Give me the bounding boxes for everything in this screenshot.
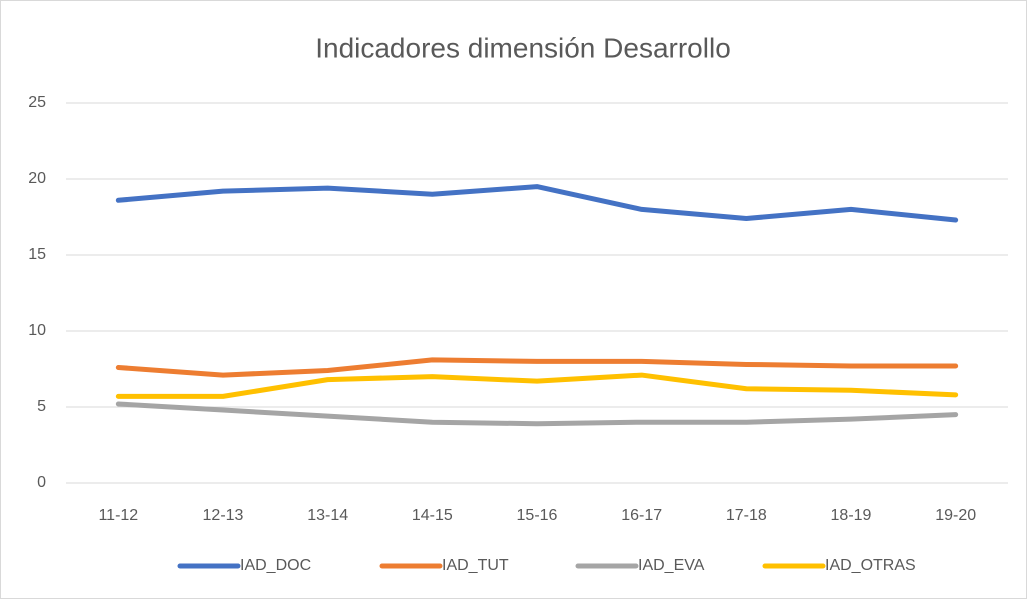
x-tick-label: 14-15 bbox=[412, 507, 453, 524]
x-tick-label: 13-14 bbox=[307, 507, 348, 524]
x-tick-label: 15-16 bbox=[517, 507, 558, 524]
x-tick-label: 19-20 bbox=[935, 507, 976, 524]
x-tick-label: 18-19 bbox=[831, 507, 872, 524]
x-tick-label: 17-18 bbox=[726, 507, 767, 524]
y-tick-label: 20 bbox=[28, 170, 46, 187]
x-tick-label: 11-12 bbox=[98, 507, 138, 524]
x-tick-label: 16-17 bbox=[621, 507, 662, 524]
y-tick-label: 0 bbox=[37, 474, 46, 491]
series-line bbox=[115, 401, 959, 427]
y-tick-label: 5 bbox=[37, 398, 46, 415]
legend-label: IAD_EVA bbox=[638, 557, 705, 574]
series-line bbox=[115, 357, 959, 378]
y-tick-label: 15 bbox=[28, 246, 46, 263]
series-line bbox=[115, 372, 959, 399]
legend-label: IAD_TUT bbox=[442, 557, 509, 574]
series-line bbox=[115, 184, 959, 223]
legend-label: IAD_OTRAS bbox=[825, 557, 916, 574]
y-tick-label: 10 bbox=[28, 322, 46, 339]
x-tick-label: 12-13 bbox=[203, 507, 244, 524]
chart-title: Indicadores dimensión Desarrollo bbox=[315, 32, 731, 63]
y-tick-label: 25 bbox=[28, 94, 46, 111]
legend-label: IAD_DOC bbox=[240, 557, 311, 574]
